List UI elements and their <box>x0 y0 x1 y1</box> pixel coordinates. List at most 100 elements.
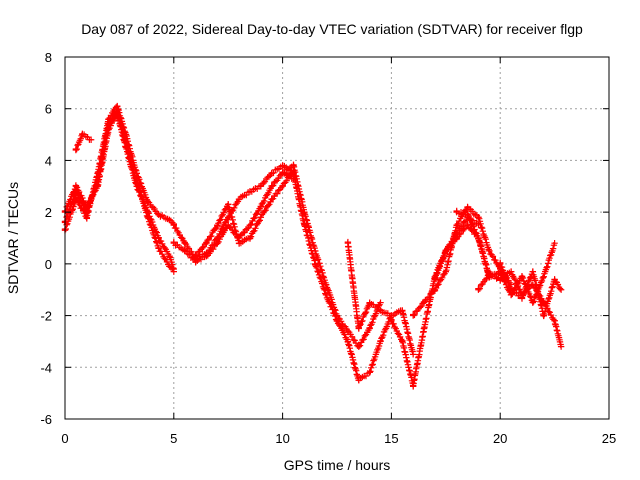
data-point <box>322 291 330 299</box>
x-tick-label: 20 <box>493 431 507 446</box>
data-point <box>114 108 121 115</box>
data-point <box>518 273 526 280</box>
data-point <box>442 247 449 255</box>
data-point <box>529 268 537 275</box>
data-point <box>235 239 243 247</box>
grid <box>65 57 609 419</box>
data-point <box>442 268 449 275</box>
y-tick-label: -6 <box>40 412 52 427</box>
y-tick-label: 8 <box>45 50 52 65</box>
series-trace-p <box>453 207 493 280</box>
y-tick-label: 4 <box>45 153 52 168</box>
data-point <box>366 325 373 332</box>
data-point <box>518 294 526 301</box>
data-point <box>377 338 384 345</box>
x-tick-label: 0 <box>61 431 68 446</box>
data-point <box>105 121 112 128</box>
data-point <box>399 338 406 345</box>
series-trace <box>279 161 383 350</box>
data-point <box>540 273 547 280</box>
data-point <box>551 276 558 283</box>
y-tick-label: -2 <box>40 309 52 324</box>
data-point <box>557 343 565 350</box>
y-tick-label: 2 <box>45 205 52 220</box>
data-point <box>507 286 515 293</box>
data-point <box>551 239 558 247</box>
series-trace <box>410 204 513 319</box>
data-point <box>155 211 162 218</box>
series-trace-i <box>290 169 395 384</box>
data-point <box>355 325 362 332</box>
y-tick-label: 6 <box>45 102 52 117</box>
data-point <box>257 183 265 190</box>
data-point <box>203 252 210 260</box>
data-point <box>290 170 297 177</box>
series-trace <box>290 169 394 384</box>
data-point <box>290 162 297 169</box>
data-point <box>431 286 439 293</box>
data-point <box>453 221 460 229</box>
data-point <box>464 221 471 229</box>
data-point <box>72 146 80 154</box>
series-trace <box>388 214 480 390</box>
data-point <box>122 139 130 146</box>
data-point <box>257 203 265 211</box>
x-tick-label: 10 <box>275 431 289 446</box>
data-point <box>486 273 493 280</box>
data-point <box>312 260 319 268</box>
data-point <box>344 327 352 335</box>
data-point <box>344 338 352 345</box>
data-point <box>72 188 80 195</box>
data-point <box>181 239 188 247</box>
data-point <box>475 286 482 293</box>
series-trace-l <box>409 203 515 319</box>
series-trace-k <box>388 214 482 390</box>
data-point <box>409 351 417 358</box>
data-point <box>344 239 352 247</box>
data-point <box>268 196 275 203</box>
data-point <box>529 299 537 306</box>
data-point <box>551 317 558 324</box>
series-trace-c <box>72 130 95 154</box>
series-trace-o <box>497 259 565 320</box>
data-point <box>388 317 395 324</box>
data-point <box>497 276 504 283</box>
data-point <box>246 221 254 229</box>
data-point <box>366 369 373 376</box>
data-point <box>377 307 384 314</box>
data-point <box>420 299 428 306</box>
data-point <box>377 299 384 306</box>
data-point <box>192 252 199 260</box>
data-point <box>464 211 471 218</box>
data-point <box>214 221 221 229</box>
data-point <box>431 276 439 283</box>
data-point <box>420 325 428 332</box>
data-point <box>203 239 210 247</box>
data-point <box>235 196 243 203</box>
x-axis: 0 5 10 15 20 25 <box>61 57 616 446</box>
data-point <box>279 162 286 169</box>
data-point <box>453 208 460 216</box>
data-point <box>166 263 173 270</box>
series-trace <box>192 169 296 259</box>
x-tick-label: 25 <box>602 431 616 446</box>
data-point <box>214 239 221 247</box>
data-point <box>475 234 482 242</box>
data-point <box>246 234 254 242</box>
series-trace-j <box>344 238 417 358</box>
data-point <box>181 247 188 255</box>
data-point <box>268 170 275 177</box>
data-point <box>355 377 362 384</box>
data-point <box>486 247 493 255</box>
series-trace-d <box>61 108 177 275</box>
x-axis-label: GPS time / hours <box>284 457 391 473</box>
data-point <box>409 382 417 389</box>
data-point <box>507 268 515 275</box>
x-tick-label: 5 <box>170 431 177 446</box>
data-point <box>166 216 173 224</box>
y-axis: -6 -4 -2 0 2 4 6 8 <box>40 50 609 427</box>
data-point <box>257 214 265 221</box>
data-point <box>94 177 101 185</box>
data-point <box>557 286 565 293</box>
